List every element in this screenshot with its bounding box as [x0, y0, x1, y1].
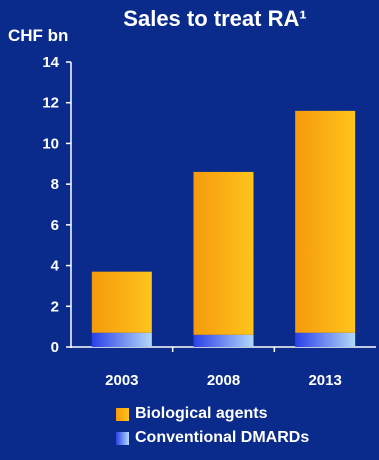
legend-swatch-dmards: [116, 431, 129, 445]
chart-title: Sales to treat RA¹: [123, 6, 307, 31]
y-tick-label: 8: [51, 176, 59, 193]
legend-swatch-biological: [116, 407, 129, 421]
x-tick-label: 2008: [207, 372, 240, 389]
bar-segment-dmards: [295, 332, 356, 347]
y-tick-label: 4: [51, 258, 60, 275]
bar-segment-dmards: [91, 332, 152, 347]
x-tick-label: 2003: [105, 372, 138, 389]
legend-item-biological: Biological agents: [116, 402, 309, 426]
x-tick-label: 2013: [308, 372, 341, 389]
bar-segment-biological: [91, 271, 152, 333]
y-tick-label: 6: [51, 217, 59, 234]
legend: Biological agents Conventional DMARDs: [116, 402, 309, 450]
legend-label-biological: Biological agents: [135, 405, 268, 422]
y-tick-label: 12: [42, 95, 59, 112]
bar-segment-biological: [193, 171, 254, 335]
y-tick-label: 10: [42, 135, 59, 152]
y-tick-label: 14: [42, 54, 59, 71]
legend-item-dmards: Conventional DMARDs: [116, 426, 309, 450]
y-tick-label: 2: [51, 298, 59, 315]
bar-segment-dmards: [193, 334, 254, 347]
legend-label-dmards: Conventional DMARDs: [135, 429, 310, 446]
y-tick-label: 0: [51, 339, 59, 356]
bar-segment-biological: [295, 110, 356, 333]
y-axis-label: CHF bn: [8, 26, 69, 45]
